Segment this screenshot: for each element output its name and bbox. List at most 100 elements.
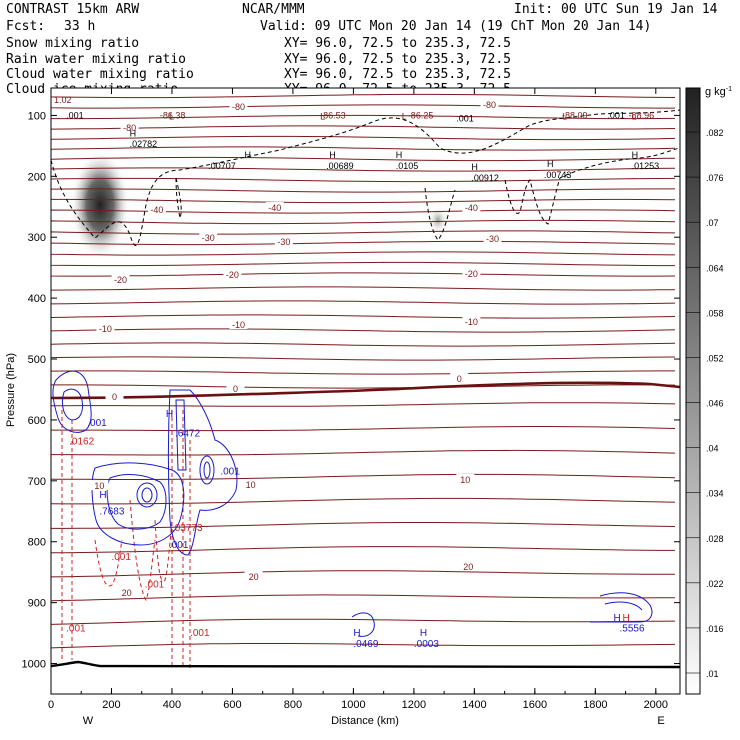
isotherm-label: -40 bbox=[268, 203, 281, 213]
fcst-hours: 33 h bbox=[64, 19, 95, 34]
ice-shading-minor bbox=[428, 206, 448, 234]
ice-high-mark: H bbox=[396, 150, 403, 160]
model-title: CONTRAST 15km ARW bbox=[6, 2, 139, 17]
y-tick-label: 900 bbox=[28, 598, 46, 610]
isotherm-line bbox=[51, 230, 676, 235]
isotherm-line bbox=[51, 114, 676, 120]
isotherm-label: 20 bbox=[122, 588, 132, 598]
field-rain-name: Rain water mixing ratio bbox=[6, 52, 186, 67]
cloud-water-contour bbox=[106, 474, 167, 530]
colorbar-tick-label: .034 bbox=[706, 489, 724, 499]
x-axis: 0 200 400 600 800 1000 1200 1400 1600 1800 2000 bbox=[48, 88, 668, 711]
isotherm-line bbox=[51, 286, 676, 291]
cloud-water-high-mark: H bbox=[613, 613, 620, 624]
isotherm-line bbox=[51, 546, 675, 554]
isotherm-line bbox=[51, 261, 675, 267]
rain-contour bbox=[129, 499, 156, 602]
isotherm-line bbox=[51, 198, 676, 204]
isotherm-line bbox=[51, 125, 676, 130]
ice-high-mark: H bbox=[245, 150, 252, 160]
west-endpoint-label: W bbox=[83, 715, 94, 727]
temperature-low-mark: L bbox=[632, 111, 637, 121]
y-tick-label: 800 bbox=[28, 537, 46, 549]
rain-contour bbox=[154, 519, 173, 582]
cloud-water-contour bbox=[199, 455, 215, 485]
isotherm-label: -30 bbox=[486, 234, 499, 244]
cloud-water-contour bbox=[351, 612, 375, 637]
field-snow-xy: XY= 96.0, 72.5 to 235.3, 72.5 bbox=[284, 36, 511, 51]
rain-value: .03773 bbox=[172, 523, 203, 534]
isotherm-label: -80 bbox=[483, 100, 496, 110]
isotherm-label-bg bbox=[462, 268, 481, 278]
isotherm-label-bg bbox=[226, 383, 245, 393]
cloud-water-value: .0003 bbox=[414, 639, 439, 650]
rain-value: .001 bbox=[111, 552, 131, 563]
cloud-water-high-mark: H bbox=[99, 490, 106, 501]
isotherm-label: 20 bbox=[463, 562, 473, 572]
ice-value: .00689 bbox=[326, 161, 354, 171]
cloud-ice-contour bbox=[175, 177, 182, 220]
temperature-low-mark: L bbox=[562, 111, 567, 121]
isotherm-line bbox=[51, 93, 676, 99]
isotherm-line bbox=[51, 356, 676, 361]
field-cloud-water-name: Cloud water mixing ratio bbox=[6, 67, 194, 82]
isotherm-line bbox=[51, 522, 676, 529]
plot-frame bbox=[50, 87, 681, 695]
isotherm-line bbox=[51, 570, 675, 578]
isotherm-line bbox=[51, 402, 676, 408]
isotherm-label-bg bbox=[450, 373, 469, 383]
x-tick-label: 1000 bbox=[341, 699, 365, 711]
colorbar-tick-label: .064 bbox=[706, 263, 724, 273]
field-cloud-water-xy: XY= 96.0, 72.5 to 235.3, 72.5 bbox=[284, 67, 511, 82]
east-endpoint-label: E bbox=[657, 715, 664, 727]
temperature-value: -88.09 bbox=[562, 110, 588, 120]
isotherm-label-bg bbox=[105, 391, 124, 401]
temperature-low-mark: L bbox=[402, 111, 407, 121]
isotherm-label: -30 bbox=[277, 237, 290, 247]
cloud-water-high-mark: H bbox=[353, 628, 360, 639]
freezing-level-line bbox=[51, 381, 680, 400]
isotherm-line bbox=[51, 272, 676, 277]
isotherm-label: -10 bbox=[232, 320, 245, 330]
isotherm-line bbox=[51, 209, 676, 214]
x-tick-label: 1800 bbox=[583, 699, 607, 711]
y-tick-label: 700 bbox=[28, 476, 46, 488]
colorbar-tick-label: .046 bbox=[706, 399, 724, 409]
x-tick-label: 2000 bbox=[644, 699, 668, 711]
cloud-water-contour bbox=[61, 388, 83, 421]
isotherm-label-bg bbox=[120, 122, 139, 132]
ground-surface bbox=[51, 660, 680, 669]
y-tick-label: 100 bbox=[28, 110, 46, 122]
rain-high-mark: H bbox=[623, 613, 630, 624]
isotherm-label-bg bbox=[241, 479, 260, 489]
isotherm-label-bg bbox=[244, 571, 263, 581]
rain-value: .001 bbox=[66, 623, 86, 634]
colorbar-tick-label: .016 bbox=[706, 624, 724, 634]
x-tick-label: 1400 bbox=[462, 699, 486, 711]
fcst-label: Fcst: bbox=[6, 19, 45, 34]
isotherm-line bbox=[51, 188, 675, 193]
isotherm-line bbox=[51, 219, 676, 225]
rain-value: .001 bbox=[145, 579, 165, 590]
isotherm-label: -80 bbox=[232, 102, 245, 112]
x-tick-label: 800 bbox=[284, 699, 302, 711]
cloud-water-contour bbox=[203, 461, 211, 479]
isotherm-line bbox=[51, 300, 676, 305]
temperature-low-mark: L bbox=[169, 111, 174, 121]
center-name: NCAR/MMM bbox=[242, 2, 305, 17]
cloud-water-high-mark: H bbox=[166, 409, 173, 420]
cloud-water-contour bbox=[175, 399, 187, 471]
isotherm-line bbox=[51, 104, 675, 109]
colorbar-tick-label: .076 bbox=[706, 173, 724, 183]
colorbar-unit: g kg-1 bbox=[705, 86, 732, 98]
isotherm-line bbox=[51, 594, 676, 602]
isotherm-label-bg bbox=[459, 561, 478, 571]
temperature-value: -86.38 bbox=[160, 110, 186, 120]
rain-contour bbox=[94, 539, 123, 587]
temperature-low-mark: L bbox=[320, 111, 325, 121]
isotherm-label-bg bbox=[147, 204, 166, 214]
ice-value: .02782 bbox=[130, 139, 158, 149]
colorbar-tick-label: .058 bbox=[706, 308, 724, 318]
isotherm-line bbox=[51, 426, 676, 432]
cloud-water-contour bbox=[136, 482, 158, 508]
